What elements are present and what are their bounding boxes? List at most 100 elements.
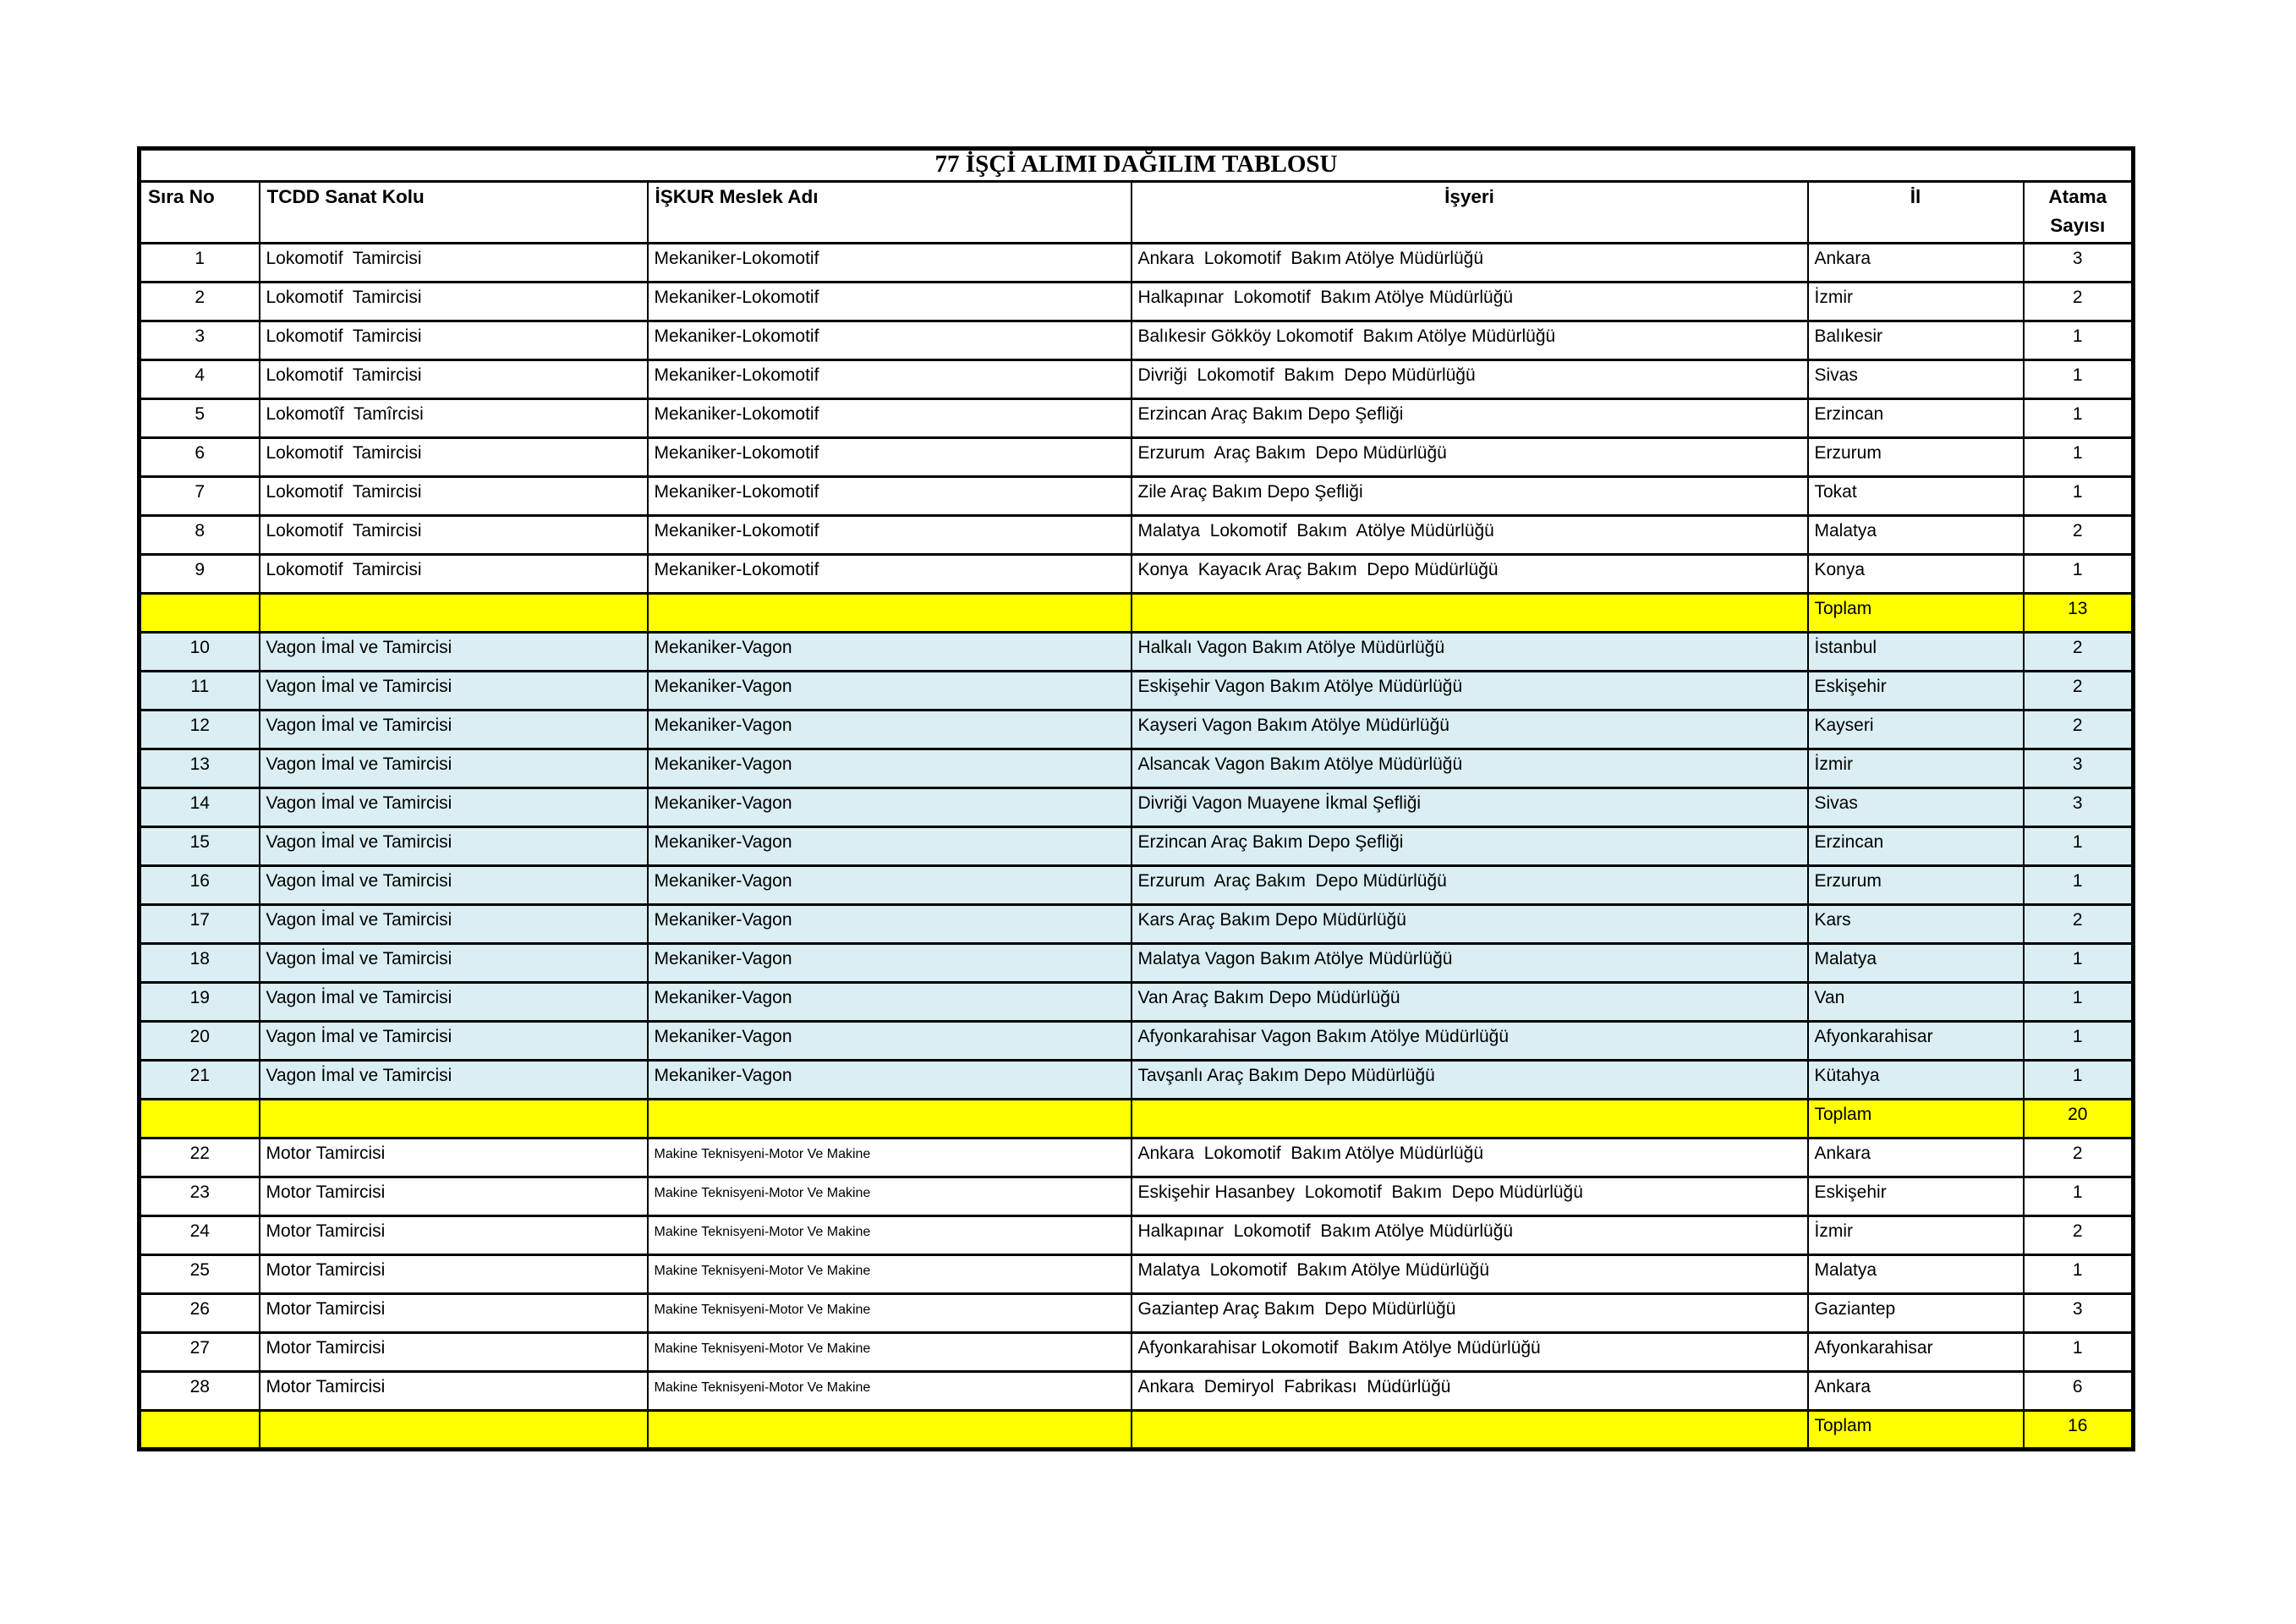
cell-il: Afyonkarahisar	[1806, 1020, 2025, 1062]
cell-sira-no: 23	[138, 1176, 260, 1217]
cell-iskur-meslek-adi	[646, 1098, 1132, 1139]
cell-total-label: Toplam	[1806, 592, 2025, 634]
cell-tcdd-sanat-kolu: Vagon İmal ve Tamircisi	[258, 631, 649, 672]
cell-atama-sayisi: 3	[2022, 242, 2134, 283]
cell-isyeri: Balıkesir Gökköy Lokomotif Bakım Atölye …	[1130, 320, 1809, 361]
cell-sira-no: 6	[138, 436, 260, 478]
cell-tcdd-sanat-kolu: Lokomotif Tamircisi	[258, 553, 649, 595]
cell-isyeri: Afyonkarahisar Lokomotif Bakım Atölye Mü…	[1130, 1331, 1809, 1373]
cell-isyeri	[1130, 1098, 1809, 1139]
cell-sira-no	[138, 1409, 260, 1451]
table-row: 9 Lokomotif Tamircisi Mekaniker-Lokomotif K…	[138, 553, 2134, 595]
cell-iskur-meslek-adi	[646, 1409, 1132, 1451]
total-row: Toplam 20	[138, 1098, 2134, 1139]
title-row: 77 İŞÇİ ALIMI DAĞILIM TABLOSU	[138, 147, 2134, 183]
cell-iskur-meslek-adi: Mekaniker-Lokomotif	[646, 398, 1132, 439]
cell-iskur-meslek-adi: Mekaniker-Lokomotif	[646, 359, 1132, 400]
cell-isyeri: Halkapınar Lokomotif Bakım Atölye Müdürl…	[1130, 1215, 1809, 1256]
cell-il: Erzincan	[1806, 826, 2025, 867]
cell-iskur-meslek-adi: Mekaniker-Lokomotif	[646, 514, 1132, 556]
cell-il: Erzincan	[1806, 398, 2025, 439]
cell-isyeri: Afyonkarahisar Vagon Bakım Atölye Müdürl…	[1130, 1020, 1809, 1062]
cell-isyeri: Ankara Demiryol Fabrikası Müdürlüğü	[1130, 1370, 1809, 1412]
cell-atama-sayisi: 6	[2022, 1370, 2134, 1412]
cell-sira-no: 22	[138, 1137, 260, 1178]
cell-tcdd-sanat-kolu: Vagon İmal ve Tamircisi	[258, 981, 649, 1023]
cell-isyeri: Erzurum Araç Bakım Depo Müdürlüğü	[1130, 436, 1809, 478]
cell-il: Sivas	[1806, 787, 2025, 828]
table-row: 15 Vagon İmal ve Tamircisi Mekaniker-Vagon…	[138, 826, 2134, 867]
cell-atama-sayisi: 3	[2022, 787, 2134, 828]
cell-iskur-meslek-adi: Mekaniker-Lokomotif	[646, 475, 1132, 517]
cell-isyeri: Kayseri Vagon Bakım Atölye Müdürlüğü	[1130, 709, 1809, 750]
table-row: 25 Motor Tamircisi Makine Teknisyeni-Motor…	[138, 1254, 2134, 1295]
cell-il: Van	[1806, 981, 2025, 1023]
cell-iskur-meslek-adi: Mekaniker-Vagon	[646, 670, 1132, 711]
cell-sira-no: 8	[138, 514, 260, 556]
cell-il: Konya	[1806, 553, 2025, 595]
cell-iskur-meslek-adi: Makine Teknisyeni-Motor Ve Makine	[646, 1254, 1132, 1295]
cell-atama-sayisi: 1	[2022, 436, 2134, 478]
total-row: Toplam 13	[138, 592, 2134, 634]
cell-iskur-meslek-adi: Mekaniker-Vagon	[646, 826, 1132, 867]
cell-tcdd-sanat-kolu: Vagon İmal ve Tamircisi	[258, 1059, 649, 1100]
cell-atama-sayisi: 2	[2022, 670, 2134, 711]
cell-isyeri: Divriği Lokomotif Bakım Depo Müdürlüğü	[1130, 359, 1809, 400]
cell-sira-no: 7	[138, 475, 260, 517]
cell-isyeri: Eskişehir Vagon Bakım Atölye Müdürlüğü	[1130, 670, 1809, 711]
cell-total-label: Toplam	[1806, 1098, 2025, 1139]
cell-atama-sayisi: 3	[2022, 1292, 2134, 1334]
cell-atama-sayisi: 1	[2022, 359, 2134, 400]
cell-il: Malatya	[1806, 1254, 2025, 1295]
cell-sira-no: 19	[138, 981, 260, 1023]
cell-iskur-meslek-adi: Makine Teknisyeni-Motor Ve Makine	[646, 1137, 1132, 1178]
cell-tcdd-sanat-kolu: Vagon İmal ve Tamircisi	[258, 903, 649, 945]
column-header-atama-sayisi: Atama Sayısı	[2022, 180, 2134, 244]
cell-tcdd-sanat-kolu: Motor Tamircisi	[258, 1331, 649, 1373]
cell-total-value: 16	[2022, 1409, 2134, 1451]
cell-tcdd-sanat-kolu: Motor Tamircisi	[258, 1137, 649, 1178]
cell-sira-no: 4	[138, 359, 260, 400]
cell-iskur-meslek-adi: Mekaniker-Vagon	[646, 709, 1132, 750]
table-row: 10 Vagon İmal ve Tamircisi Mekaniker-Vagon…	[138, 631, 2134, 672]
cell-iskur-meslek-adi: Mekaniker-Lokomotif	[646, 281, 1132, 322]
page-title: 77 İŞÇİ ALIMI DAĞILIM TABLOSU	[138, 147, 2134, 183]
table-row: 13 Vagon İmal ve Tamircisi Mekaniker-Vagon…	[138, 748, 2134, 789]
cell-atama-sayisi: 2	[2022, 281, 2134, 322]
table-row: 11 Vagon İmal ve Tamircisi Mekaniker-Vagon…	[138, 670, 2134, 711]
cell-tcdd-sanat-kolu: Lokomotif Tamircisi	[258, 320, 649, 361]
column-header-tcdd-sanat-kolu: TCDD Sanat Kolu	[258, 180, 649, 244]
cell-sira-no	[138, 592, 260, 634]
cell-il: İstanbul	[1806, 631, 2025, 672]
cell-tcdd-sanat-kolu: Vagon İmal ve Tamircisi	[258, 1020, 649, 1062]
cell-tcdd-sanat-kolu: Lokomotif Tamircisi	[258, 514, 649, 556]
cell-tcdd-sanat-kolu	[258, 1098, 649, 1139]
cell-sira-no: 13	[138, 748, 260, 789]
cell-iskur-meslek-adi: Mekaniker-Vagon	[646, 903, 1132, 945]
cell-isyeri: Halkalı Vagon Bakım Atölye Müdürlüğü	[1130, 631, 1809, 672]
table-row: 19 Vagon İmal ve Tamircisi Mekaniker-Vagon…	[138, 981, 2134, 1023]
column-header-sira-no: Sıra No	[138, 180, 260, 244]
cell-iskur-meslek-adi	[646, 592, 1132, 634]
column-header-iskur-meslek-adi: İŞKUR Meslek Adı	[646, 180, 1132, 244]
cell-tcdd-sanat-kolu: Lokomotif Tamircisi	[258, 436, 649, 478]
cell-isyeri: Konya Kayacık Araç Bakım Depo Müdürlüğü	[1130, 553, 1809, 595]
cell-atama-sayisi: 3	[2022, 748, 2134, 789]
cell-atama-sayisi: 1	[2022, 942, 2134, 984]
cell-il: Ankara	[1806, 1137, 2025, 1178]
cell-il: Kütahya	[1806, 1059, 2025, 1100]
cell-tcdd-sanat-kolu: Vagon İmal ve Tamircisi	[258, 942, 649, 984]
cell-total-value: 20	[2022, 1098, 2134, 1139]
cell-sira-no: 15	[138, 826, 260, 867]
cell-il: Malatya	[1806, 514, 2025, 556]
cell-isyeri: Tavşanlı Araç Bakım Depo Müdürlüğü	[1130, 1059, 1809, 1100]
cell-tcdd-sanat-kolu: Motor Tamircisi	[258, 1292, 649, 1334]
cell-tcdd-sanat-kolu: Vagon İmal ve Tamircisi	[258, 709, 649, 750]
cell-iskur-meslek-adi: Mekaniker-Lokomotif	[646, 320, 1132, 361]
cell-isyeri: Malatya Lokomotif Bakım Atölye Müdürlüğü	[1130, 514, 1809, 556]
cell-il: İzmir	[1806, 748, 2025, 789]
table-row: 2 Lokomotif Tamircisi Mekaniker-Lokomotif H…	[138, 281, 2134, 322]
cell-atama-sayisi: 2	[2022, 1215, 2134, 1256]
cell-atama-sayisi: 1	[2022, 1020, 2134, 1062]
cell-iskur-meslek-adi: Mekaniker-Lokomotif	[646, 436, 1132, 478]
